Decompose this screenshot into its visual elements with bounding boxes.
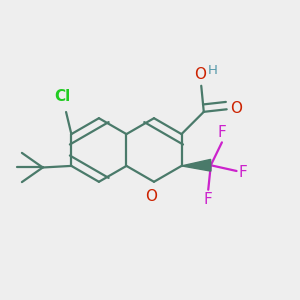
Text: Cl: Cl [54,89,71,104]
Text: O: O [194,67,206,82]
Text: F: F [218,125,226,140]
Polygon shape [182,159,211,171]
Text: O: O [145,189,157,204]
Text: O: O [230,101,242,116]
Text: F: F [239,165,248,180]
Text: F: F [204,192,213,207]
Text: H: H [208,64,218,77]
